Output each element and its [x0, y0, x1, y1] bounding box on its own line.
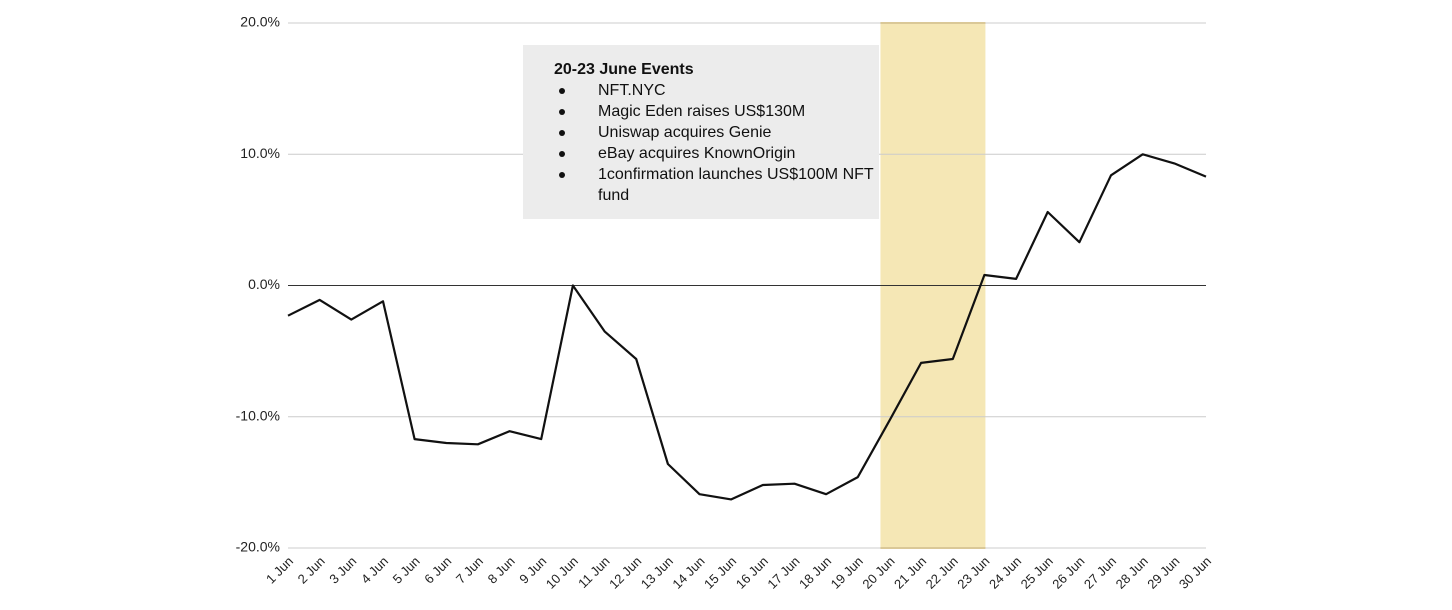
x-tick-label: 23 Jun: [954, 554, 992, 592]
x-tick-label: 25 Jun: [1018, 554, 1056, 592]
x-tick-label: 28 Jun: [1113, 554, 1151, 592]
x-tick-label: 20 Jun: [859, 554, 897, 592]
x-tick-label: 11 Jun: [575, 554, 613, 592]
annotation-list: NFT.NYC Magic Eden raises US$130M Uniswa…: [554, 80, 879, 206]
series-line: [287, 153, 1207, 501]
x-tick-label: 21 Jun: [891, 554, 929, 592]
y-tick-label: -10.0%: [236, 407, 280, 423]
x-tick-label: 17 Jun: [764, 554, 802, 592]
x-tick-label: 14 Jun: [669, 554, 707, 592]
x-tick-label: 30 Jun: [1176, 554, 1214, 592]
x-tick-label: 7 Jun: [453, 554, 486, 587]
x-tick-label: 16 Jun: [733, 554, 771, 592]
x-tick-label: 22 Jun: [923, 554, 961, 592]
annotation-item: eBay acquires KnownOrigin: [554, 143, 878, 164]
x-tick-label: 13 Jun: [638, 554, 676, 592]
x-tick-label: 18 Jun: [796, 554, 834, 592]
x-tick-label: 12 Jun: [606, 554, 644, 592]
x-tick-label: 19 Jun: [828, 554, 866, 592]
y-tick-label: 20.0%: [240, 14, 280, 30]
x-tick-label: 26 Jun: [1049, 554, 1087, 592]
x-tick-label: 6 Jun: [421, 554, 454, 587]
y-tick-label: 10.0%: [240, 145, 280, 161]
x-tick-label: 10 Jun: [543, 554, 581, 592]
y-tick-label: -20.0%: [236, 539, 280, 555]
annotation-item: 1confirmation launches US$100M NFT fund: [554, 164, 878, 206]
y-tick-label: 0.0%: [248, 276, 280, 292]
x-tick-label: 29 Jun: [1144, 554, 1182, 592]
x-tick-label: 3 Jun: [326, 554, 359, 587]
x-tick-label: 27 Jun: [1081, 554, 1119, 592]
x-tick-label: 15 Jun: [701, 554, 739, 592]
x-tick-label: 5 Jun: [390, 554, 423, 587]
series-layer: [287, 153, 1207, 501]
x-tick-label: 2 Jun: [295, 554, 328, 587]
x-tick-label: 24 Jun: [986, 554, 1024, 592]
events-annotation-box: 20-23 June Events NFT.NYC Magic Eden rai…: [523, 45, 879, 219]
x-tick-label: 8 Jun: [485, 554, 518, 587]
annotation-item: NFT.NYC: [554, 80, 878, 101]
annotation-item: Uniswap acquires Genie: [554, 122, 878, 143]
annotation-item: Magic Eden raises US$130M: [554, 101, 878, 122]
annotation-title: 20-23 June Events: [554, 61, 694, 78]
y-axis-ticks: 20.0% 10.0% 0.0% -10.0% -20.0%: [236, 14, 280, 555]
x-tick-label: 1 Jun: [263, 554, 296, 587]
x-tick-label: 4 Jun: [358, 554, 391, 587]
